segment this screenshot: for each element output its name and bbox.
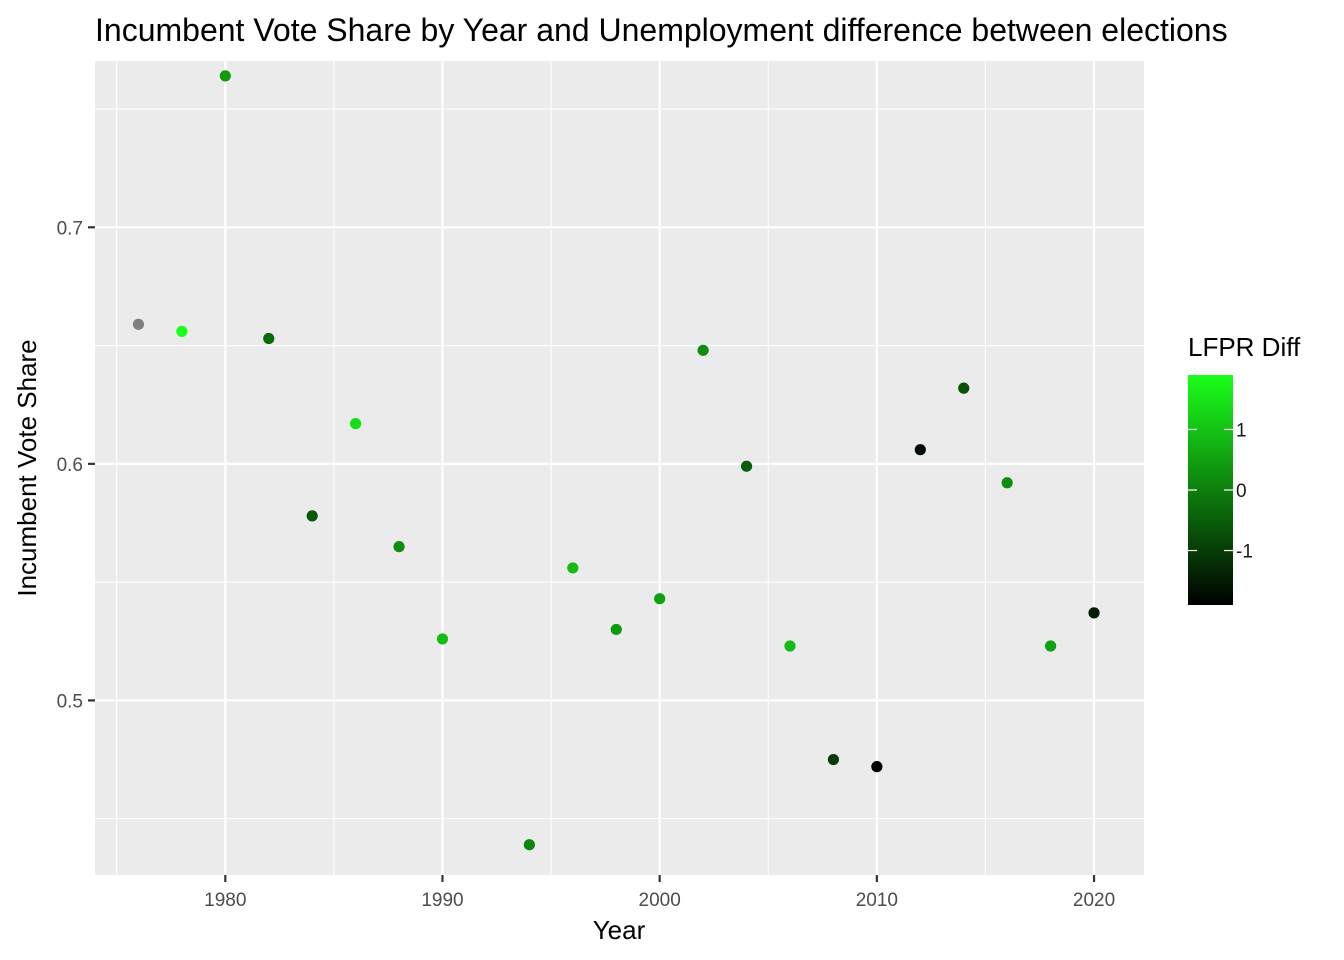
data-point — [827, 753, 840, 766]
y-tick-label: 0.6 — [57, 455, 83, 476]
data-points — [132, 70, 1100, 851]
x-tick-label: 2020 — [1073, 890, 1115, 911]
legend: LFPR Diff 1 0 -1 — [1188, 332, 1301, 605]
data-point — [393, 541, 405, 553]
data-point — [784, 640, 796, 652]
y-axis-title: Incumbent Vote Share — [12, 339, 42, 596]
data-point — [958, 382, 970, 394]
x-tick-label: 1980 — [204, 890, 246, 911]
data-point — [523, 839, 535, 851]
legend-tick-label: 1 — [1236, 420, 1247, 441]
grid-major — [95, 61, 1144, 875]
legend-tick-label: 0 — [1236, 481, 1247, 502]
data-point — [1045, 640, 1057, 652]
data-point — [871, 761, 883, 773]
data-point — [740, 460, 753, 472]
data-point — [263, 332, 275, 345]
data-point — [697, 344, 709, 356]
axis-ticks — [88, 226, 1096, 882]
data-point — [219, 70, 231, 82]
data-point — [350, 418, 362, 430]
x-tick-label: 1990 — [421, 890, 463, 911]
x-tick-labels: 1980 1990 2000 2010 2020 — [204, 890, 1115, 911]
legend-ticks: 1 0 -1 — [1188, 420, 1253, 563]
data-point — [176, 325, 188, 337]
data-point — [1088, 607, 1100, 619]
data-point — [610, 623, 622, 636]
grid-minor — [95, 61, 1144, 875]
data-point — [654, 593, 666, 605]
data-point — [1001, 477, 1013, 489]
x-tick-label: 2010 — [856, 890, 898, 911]
x-tick-label: 2000 — [639, 890, 681, 911]
data-point — [436, 633, 449, 645]
plot-panel — [95, 61, 1144, 875]
y-tick-label: 0.7 — [57, 218, 83, 239]
data-point — [306, 510, 318, 522]
legend-title: LFPR Diff — [1188, 332, 1301, 362]
chart-title: Incumbent Vote Share by Year and Unemplo… — [95, 12, 1228, 48]
data-point — [914, 444, 926, 456]
y-tick-labels: 0.5 0.6 0.7 — [57, 218, 83, 712]
legend-tick-label: -1 — [1236, 542, 1253, 563]
data-point — [132, 318, 145, 330]
y-tick-label: 0.5 — [57, 691, 83, 712]
data-point — [567, 562, 579, 574]
x-axis-title: Year — [593, 915, 646, 945]
